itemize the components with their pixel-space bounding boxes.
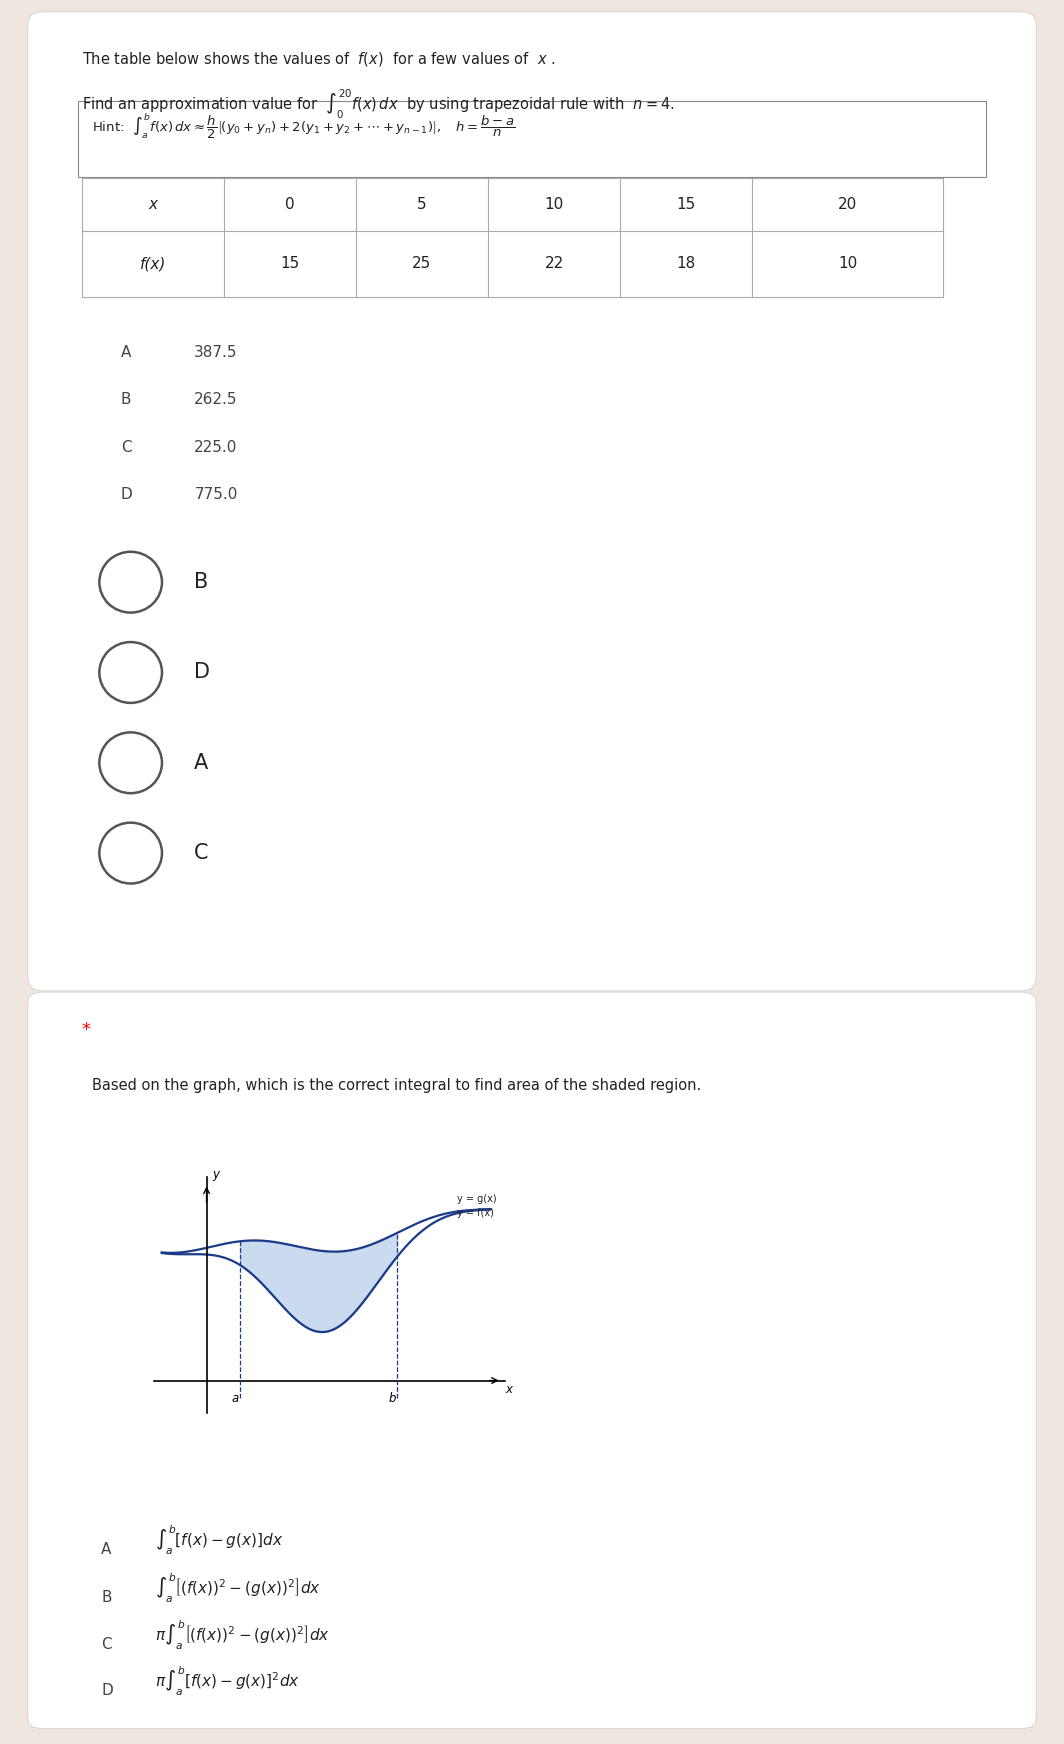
Text: 15: 15 [677, 197, 696, 211]
FancyBboxPatch shape [28, 12, 1036, 991]
Text: 5: 5 [417, 197, 427, 211]
Text: $\int_a^b \left[f(x)-g(x)\right] dx$: $\int_a^b \left[f(x)-g(x)\right] dx$ [155, 1524, 283, 1557]
Text: $\int_a^b \left[(f(x))^2-(g(x))^2\right] dx$: $\int_a^b \left[(f(x))^2-(g(x))^2\right]… [155, 1571, 321, 1604]
Text: A: A [101, 1542, 112, 1557]
Text: 10: 10 [838, 256, 858, 272]
Text: D: D [101, 1683, 113, 1699]
Text: C: C [101, 1638, 112, 1652]
Text: 775.0: 775.0 [195, 487, 237, 502]
Circle shape [99, 642, 162, 703]
Text: 15: 15 [280, 256, 299, 272]
Text: 0: 0 [285, 197, 295, 211]
FancyBboxPatch shape [78, 101, 986, 178]
Text: y = g(x): y = g(x) [456, 1193, 497, 1203]
Text: 25: 25 [412, 256, 432, 272]
Text: Find an approximation value for  $\int_0^{20} f(x)\, dx$  by using trapezoidal r: Find an approximation value for $\int_0^… [82, 87, 675, 122]
Text: x: x [148, 197, 157, 211]
Text: a: a [231, 1392, 238, 1406]
Text: x: x [505, 1383, 513, 1397]
Text: The table below shows the values of  $f(x)$  for a few values of  $x$ .: The table below shows the values of $f(x… [82, 51, 555, 68]
Text: b: b [388, 1392, 396, 1406]
Text: C: C [121, 439, 132, 455]
Circle shape [99, 823, 162, 884]
Text: *: * [82, 1020, 90, 1039]
Text: $\pi\int_a^b \left[(f(x))^2-(g(x))^2\right] dx$: $\pi\int_a^b \left[(f(x))^2-(g(x))^2\rig… [155, 1618, 330, 1652]
FancyBboxPatch shape [28, 992, 1036, 1728]
Text: Hint:  $\int_a^b f(x)\,dx \approx \dfrac{h}{2}\left[(y_0+y_n)+2(y_1+y_2+\cdots+y: Hint: $\int_a^b f(x)\,dx \approx \dfrac{… [92, 112, 515, 141]
Text: y = f(x): y = f(x) [456, 1207, 494, 1217]
Text: f(x): f(x) [139, 256, 166, 272]
Text: y: y [212, 1168, 219, 1181]
Text: 387.5: 387.5 [195, 345, 237, 359]
Text: A: A [121, 345, 131, 359]
Text: B: B [195, 572, 209, 593]
Text: C: C [195, 842, 209, 863]
Text: B: B [101, 1591, 112, 1604]
Text: D: D [195, 663, 211, 682]
Text: 262.5: 262.5 [195, 392, 237, 406]
Text: D: D [121, 487, 133, 502]
Text: 10: 10 [545, 197, 564, 211]
Text: A: A [195, 753, 209, 773]
Text: 20: 20 [838, 197, 858, 211]
Circle shape [99, 551, 162, 612]
Text: 22: 22 [545, 256, 564, 272]
Text: Based on the graph, which is the correct integral to find area of the shaded reg: Based on the graph, which is the correct… [92, 1078, 701, 1093]
Text: B: B [121, 392, 131, 406]
Circle shape [99, 732, 162, 794]
Text: $\pi\int_a^b \left[f(x)-g(x)\right]^2 dx$: $\pi\int_a^b \left[f(x)-g(x)\right]^2 dx… [155, 1664, 300, 1699]
Text: 225.0: 225.0 [195, 439, 237, 455]
Text: 18: 18 [677, 256, 696, 272]
